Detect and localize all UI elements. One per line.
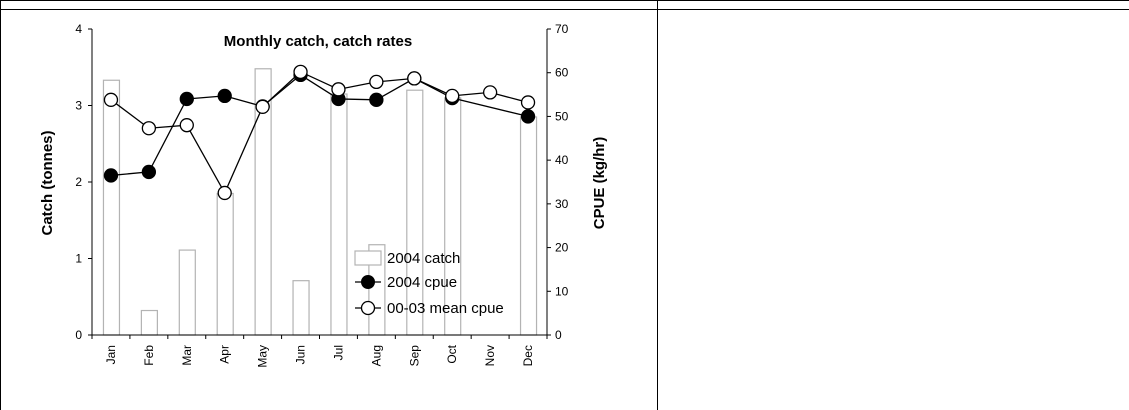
- legend-swatch-catch: [354, 250, 382, 266]
- y-right-tick-label: 0: [555, 328, 562, 342]
- mean-cpue-line: [110, 71, 529, 195]
- x-tick-label-Nov: Nov: [483, 345, 497, 366]
- cpue-2004-point-Jan: [103, 168, 119, 183]
- legend-label-mean-cpue: 00-03 mean cpue: [387, 300, 504, 317]
- mean-cpue-point-Dec: [520, 95, 536, 110]
- mean-cpue-point-Feb: [141, 121, 157, 136]
- y-left-tick-label: 1: [75, 252, 82, 266]
- mean-cpue-point-Aug: [369, 74, 384, 90]
- lines-layer: [103, 64, 536, 201]
- cpue-2004-point-Aug: [369, 92, 384, 107]
- catch-bar-Jan: [102, 79, 121, 336]
- catch-bar-Jul: [330, 93, 348, 336]
- y-right-tick-label: 40: [555, 153, 569, 167]
- catch-bar-Mar: [178, 249, 196, 336]
- catch-bar-Apr: [216, 192, 234, 336]
- cpue-2004-line: [110, 74, 529, 177]
- x-tick-label-Jun: Jun: [294, 345, 308, 364]
- catch-bar-Dec: [519, 116, 538, 336]
- y-right-tick-label: 50: [555, 109, 569, 123]
- legend: 2004 catch 2004 cpue 00-03 mean cpue: [354, 250, 504, 317]
- mean-cpue-point-Mar: [179, 118, 194, 133]
- catch-bar-Sep: [406, 89, 424, 336]
- y-right-tick-label: 70: [555, 22, 569, 36]
- legend-label-cpue-2004: 2004 cpue: [387, 274, 457, 291]
- legend-label-catch: 2004 catch: [387, 250, 460, 267]
- cpue-2004-point-Mar: [179, 91, 194, 107]
- y-left-tick-label: 3: [75, 99, 82, 113]
- y-axis-left-title: Catch (tonnes): [39, 130, 56, 235]
- mean-cpue-point-Nov: [482, 85, 498, 100]
- cpue-2004-point-Feb: [141, 164, 157, 180]
- y-right-tick-label: 20: [555, 241, 569, 255]
- mean-cpue-point-Jan: [103, 92, 119, 107]
- y-right-tick-label: 60: [555, 66, 569, 80]
- x-tick-label-Dec: Dec: [521, 345, 535, 366]
- legend-marker-mean-cpue: [360, 300, 376, 316]
- mean-cpue-point-Oct: [445, 88, 460, 104]
- cpue-2004-point-Dec: [520, 109, 536, 124]
- y-left-tick-label: 2: [75, 175, 82, 189]
- y-left-tick-label: 0: [75, 328, 82, 342]
- x-tick-label-Mar: Mar: [180, 345, 194, 366]
- mean-cpue-point-Jul: [331, 82, 346, 97]
- y-axis-right-title: CPUE (kg/hr): [591, 137, 608, 230]
- chart-title: Monthly catch, catch rates: [224, 33, 412, 50]
- x-tick-label-Aug: Aug: [369, 345, 383, 366]
- x-tick-label-Apr: Apr: [218, 345, 232, 364]
- y-right-tick-label: 30: [555, 197, 569, 211]
- x-tick-label-Jul: Jul: [331, 345, 345, 360]
- mean-cpue-point-Jun: [293, 64, 308, 79]
- x-tick-label-Sep: Sep: [407, 345, 421, 367]
- y-right-tick-label: 10: [555, 284, 569, 298]
- x-tick-label-Jan: Jan: [104, 345, 118, 364]
- catch-bar-Jun: [292, 280, 310, 336]
- cpue-2004-point-Apr: [217, 88, 232, 104]
- x-tick-label-May: May: [256, 345, 270, 368]
- x-tick-label-Feb: Feb: [142, 345, 156, 366]
- legend-marker-cpue-2004: [361, 275, 375, 289]
- mean-cpue-point-Sep: [407, 71, 422, 86]
- catch-bar-Feb: [140, 309, 158, 336]
- mean-cpue-point-May: [255, 99, 270, 114]
- bars-layer: [102, 68, 538, 336]
- x-tick-label-Oct: Oct: [445, 344, 459, 363]
- mean-cpue-point-Apr: [217, 185, 232, 201]
- y-left-tick-label: 4: [75, 22, 82, 36]
- labels-layer: Monthly catch, catch rates Catch (tonnes…: [39, 33, 608, 236]
